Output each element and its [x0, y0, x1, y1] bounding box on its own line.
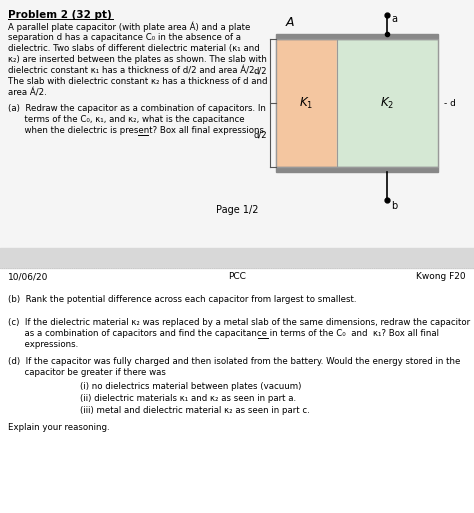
Bar	[0, 0, 474, 253]
Text: expressions.: expressions.	[8, 340, 78, 349]
Text: (i) no dielectrics material between plates (vacuum): (i) no dielectrics material between plat…	[80, 382, 301, 391]
Text: (a)  Redraw the capacitor as a combination of capacitors. In: (a) Redraw the capacitor as a combinatio…	[8, 104, 266, 113]
Text: terms of the C₀, κ₁, and κ₂, what is the capacitance: terms of the C₀, κ₁, and κ₂, what is the…	[8, 115, 245, 124]
Text: (b)  Rank the potential difference across each capacitor from largest to smalles: (b) Rank the potential difference across…	[8, 295, 356, 304]
Text: Kwong F20: Kwong F20	[416, 272, 466, 281]
Bar	[276, 39, 438, 167]
Text: (ii) dielectric materials κ₁ and κ₂ as seen in part a.: (ii) dielectric materials κ₁ and κ₂ as s…	[80, 394, 296, 403]
Text: PCC: PCC	[228, 272, 246, 281]
Text: 10/06/20: 10/06/20	[8, 272, 48, 281]
Text: separation d has a capacitance C₀ in the absence of a: separation d has a capacitance C₀ in the…	[8, 33, 241, 42]
Bar	[0, 253, 474, 513]
Text: The slab with dielectric constant κ₂ has a thickness of d and: The slab with dielectric constant κ₂ has…	[8, 77, 267, 86]
Text: $K_1$: $K_1$	[300, 95, 314, 110]
Text: b: b	[392, 201, 398, 211]
Bar	[0, 248, 474, 268]
Text: (d)  If the capacitor was fully charged and then isolated from the battery. Woul: (d) If the capacitor was fully charged a…	[8, 357, 460, 366]
Text: A parallel plate capacitor (with plate area Á) and a plate: A parallel plate capacitor (with plate a…	[8, 22, 250, 32]
Text: dielectric. Two slabs of different dielectric material (κ₁ and: dielectric. Two slabs of different diele…	[8, 44, 260, 53]
Text: Explain your reasoning.: Explain your reasoning.	[8, 423, 109, 432]
Text: a: a	[392, 14, 398, 24]
Text: - d: - d	[444, 98, 456, 108]
Text: capacitor be greater if there was: capacitor be greater if there was	[8, 368, 166, 377]
Text: Problem 2 (32 pt): Problem 2 (32 pt)	[8, 10, 112, 20]
Text: (c)  If the dielectric material κ₂ was replaced by a metal slab of the same dime: (c) If the dielectric material κ₂ was re…	[8, 318, 470, 327]
Text: d/2: d/2	[254, 130, 267, 140]
Text: $A$: $A$	[285, 16, 295, 29]
Text: Page 1/2: Page 1/2	[216, 205, 258, 215]
Text: (iii) metal and dielectric material κ₂ as seen in part c.: (iii) metal and dielectric material κ₂ a…	[80, 406, 310, 415]
Text: d/2: d/2	[254, 67, 267, 75]
Bar	[276, 34, 438, 39]
Bar	[276, 39, 337, 167]
Text: $K_2$: $K_2$	[381, 95, 394, 110]
Text: as a combination of capacitors and find the capacitance in terms of the C₀  and : as a combination of capacitors and find …	[8, 329, 439, 338]
Text: when the dielectric is present? Box all final expressions.: when the dielectric is present? Box all …	[8, 126, 266, 135]
Text: area Á/2.: area Á/2.	[8, 88, 47, 97]
Text: κ₂) are inserted between the plates as shown. The slab with: κ₂) are inserted between the plates as s…	[8, 55, 267, 64]
Bar	[276, 167, 438, 172]
Bar	[337, 39, 438, 167]
Text: dielectric constant κ₁ has a thickness of d/2 and area Á/2.: dielectric constant κ₁ has a thickness o…	[8, 66, 257, 75]
